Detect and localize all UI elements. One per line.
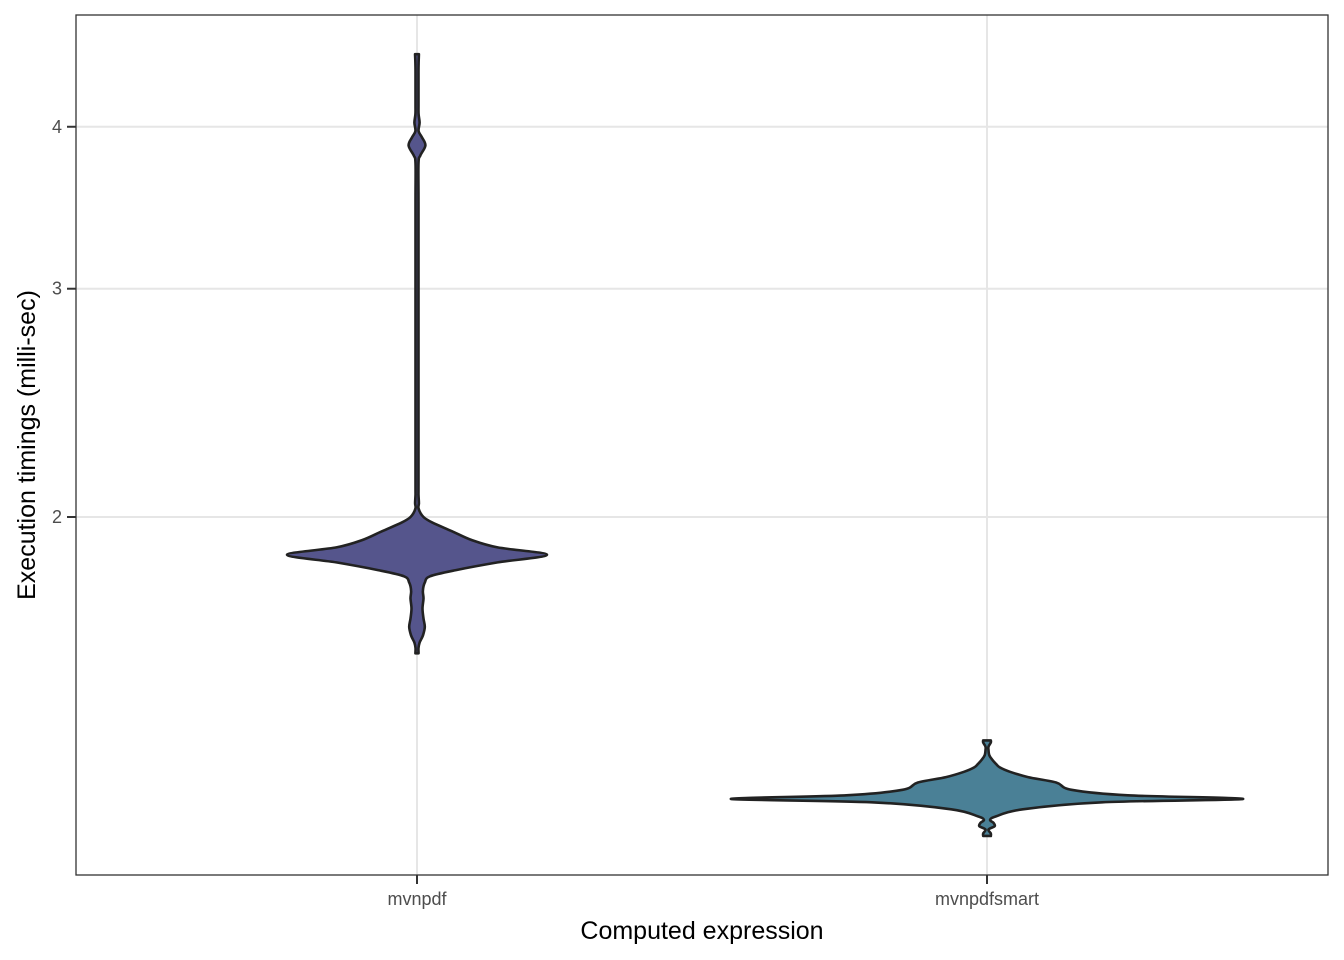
- violin-mvnpdf: [285, 52, 549, 655]
- y-tick-label: 4: [52, 117, 62, 137]
- x-tick-label: mvnpdfsmart: [935, 889, 1039, 909]
- x-axis: mvnpdf mvnpdfsmart: [387, 875, 1039, 909]
- violins: [285, 52, 1245, 838]
- plot-panel: [76, 15, 1328, 875]
- x-tick-label: mvnpdf: [387, 889, 447, 909]
- violin-mvnpdfsmart: [729, 739, 1245, 838]
- x-axis-title: Computed expression: [580, 917, 823, 945]
- y-axis: 2 3 4: [52, 117, 76, 527]
- y-tick-label: 3: [52, 279, 62, 299]
- y-tick-label: 2: [52, 507, 62, 527]
- y-axis-title: Execution timings (milli-sec): [13, 290, 41, 600]
- panel-border: [75, 14, 1329, 876]
